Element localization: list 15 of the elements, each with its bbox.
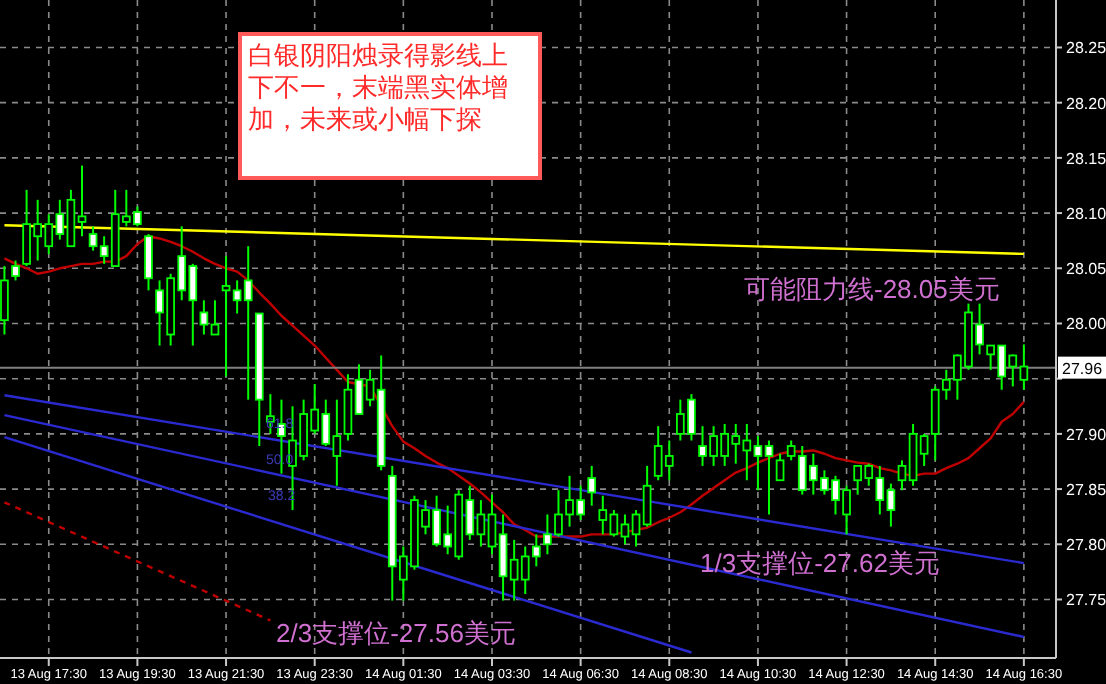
y-tick-label: 27.80 bbox=[1066, 536, 1106, 555]
y-tick-label: 28.00 bbox=[1066, 315, 1106, 334]
y-tick-label: 27.85 bbox=[1066, 481, 1106, 500]
y-tick-label: 28.25 bbox=[1066, 39, 1106, 58]
annotation: 白银阴阳烛录得影线上下不一，末端黑实体增加，未来或小幅下探 bbox=[248, 40, 508, 134]
y-tick-label: 27.90 bbox=[1066, 425, 1106, 444]
y-tick-label: 27.75 bbox=[1066, 591, 1106, 610]
annotation: 2/3支撑位-27.56美元 bbox=[276, 618, 516, 648]
y-tick-label: 28.05 bbox=[1066, 260, 1106, 279]
y-tick-label: 28.10 bbox=[1066, 205, 1106, 224]
y-tick-label: 28.20 bbox=[1066, 94, 1106, 113]
annotation: 白银阴阳烛录得影线上下不一，末端黑实体增加，未来或小幅下探 bbox=[238, 32, 542, 180]
y-tick-label: 28.15 bbox=[1066, 149, 1106, 168]
annotation: 可能阻力线-28.05美元 bbox=[744, 274, 1000, 304]
ref-label: 27.96 bbox=[1058, 356, 1106, 379]
